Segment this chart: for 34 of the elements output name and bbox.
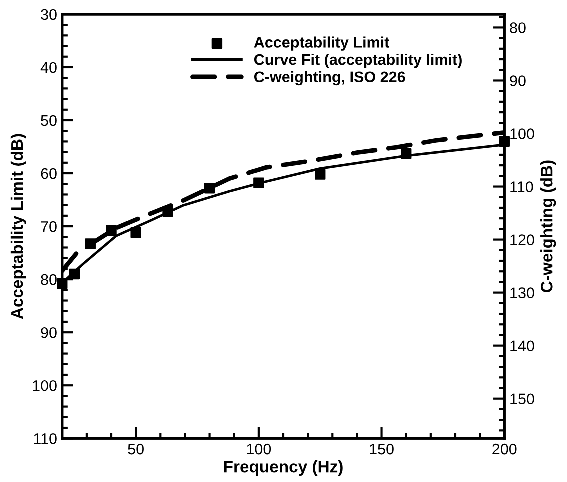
point [315, 169, 326, 180]
x-tick-label: 100 [247, 444, 272, 455]
y2-axis-title: C-weighting (dB) [540, 160, 556, 292]
x-axis-title: Frequency (Hz) [224, 460, 343, 476]
y2-tick-label: 90 [510, 76, 526, 86]
legend-label: C-weighting, ISO 226 [254, 71, 406, 86]
y-tick-label: 70 [41, 221, 57, 232]
y-tick-label: 60 [41, 168, 57, 180]
y-tick-label: 40 [40, 62, 57, 74]
y2-tick-label: 100 [510, 128, 534, 140]
point [69, 268, 80, 280]
y-tick-label: 80 [41, 274, 57, 286]
y2-tick-label: 130 [510, 288, 534, 298]
y-tick-label: 30 [41, 9, 57, 20]
x-tick-label: 200 [492, 444, 517, 455]
y-tick-label: 110 [34, 433, 57, 444]
legend-label: Curve Fit (acceptability limit) [254, 54, 462, 68]
point [254, 178, 264, 188]
point [204, 183, 216, 194]
y-tick-label: 50 [41, 115, 57, 126]
point [400, 148, 412, 160]
legend-label: Acceptability Limit [254, 36, 390, 51]
y-axis-title: Acceptability Limit (dB) [10, 134, 26, 320]
x-tick-label: 50 [128, 444, 144, 455]
y2-tick-label: 80 [510, 22, 526, 34]
y2-tick-label: 150 [510, 394, 534, 405]
y2-tick-label: 120 [510, 234, 534, 246]
y-tick-label: 90 [41, 327, 57, 338]
point [106, 225, 117, 236]
y2-tick-label: 140 [510, 340, 534, 352]
point [130, 228, 142, 238]
y2-tick-label: 110 [510, 182, 534, 192]
y-tick-label: 100 [33, 380, 57, 392]
x-tick-label: 150 [370, 444, 394, 455]
